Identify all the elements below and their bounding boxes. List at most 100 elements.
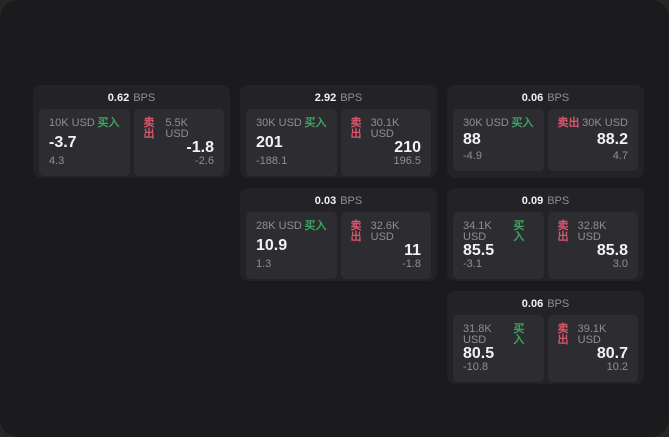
sell-tile-header: 卖出 32.6K USD [351,221,422,243]
bps-value: 2.92 [314,91,337,104]
buy-side-label: 买入 [304,117,327,129]
sell-size-label: 30K USD [582,117,628,129]
quotes-grid: 0.62 BPS 10K USD 买入 -3.7 4.3 卖出 5.5K USD… [33,85,644,384]
card-header: 0.62 BPS [33,85,230,109]
bps-value: 0.09 [521,194,544,207]
buy-size-label: 31.8K USD [463,323,492,346]
sell-delta-value: 4.7 [612,150,628,162]
sell-side-label: 卖出 [557,220,569,243]
quote-card: 0.03 BPS 28K USD 买入 10.9 1.3 卖出 32.6K US… [240,188,437,281]
buy-price-value: 88 [463,131,481,148]
buy-quote-tile[interactable]: 34.1K USD 买入 85.5 -3.1 [453,212,544,279]
sell-side-label: 卖出 [557,323,569,346]
bps-value: 0.06 [521,297,544,310]
quote-card: 0.62 BPS 10K USD 买入 -3.7 4.3 卖出 5.5K USD… [33,85,230,178]
bps-value: 0.03 [314,194,337,207]
sell-quote-tile[interactable]: 卖出 5.5K USD -1.8 -2.6 [133,109,224,176]
buy-quote-tile[interactable]: 31.8K USD 买入 80.5 -10.8 [453,315,544,382]
buy-delta-value: 4.3 [49,155,65,167]
buy-side-label: 买入 [97,117,120,129]
bps-unit-label: BPS [547,297,570,310]
buy-size-label: 34.1K USD [463,220,492,243]
buy-tile-header: 30K USD 买入 [256,118,327,129]
sell-tile-header: 卖出 30.1K USD [351,118,422,140]
quote-card: 0.06 BPS 31.8K USD 买入 80.5 -10.8 卖出 39.1… [447,291,644,384]
buy-tile-header: 34.1K USD 买入 [463,221,534,243]
buy-quote-tile[interactable]: 28K USD 买入 10.9 1.3 [246,212,337,279]
buy-price-value: 80.5 [463,345,495,362]
card-header: 0.06 BPS [447,85,644,109]
sell-price-value: -1.8 [186,139,214,156]
sell-price-value: 11 [404,242,421,259]
card-body: 30K USD 买入 201 -188.1 卖出 30.1K USD 210 1… [240,109,437,178]
sell-quote-tile[interactable]: 卖出 32.8K USD 85.8 3.0 [547,212,638,279]
buy-delta-value: -188.1 [256,155,288,167]
buy-side-label: 买入 [511,117,534,129]
sell-side-label: 卖出 [557,117,580,129]
buy-size-label: 10K USD [49,117,95,129]
sell-side-label: 卖出 [350,220,362,243]
card-body: 34.1K USD 买入 85.5 -3.1 卖出 32.8K USD 85.8… [447,212,644,281]
buy-side-label: 买入 [304,220,327,232]
buy-delta-value: -3.1 [463,258,482,270]
buy-size-label: 30K USD [256,117,302,129]
buy-tile-header: 31.8K USD 买入 [463,324,534,346]
buy-tile-header: 28K USD 买入 [256,221,327,232]
card-header: 0.06 BPS [447,291,644,315]
sell-quote-tile[interactable]: 卖出 30K USD 88.2 4.7 [547,109,638,171]
sell-delta-value: -2.6 [195,155,214,167]
bps-unit-label: BPS [133,91,156,104]
sell-quote-tile[interactable]: 卖出 39.1K USD 80.7 10.2 [547,315,638,382]
buy-price-value: 85.5 [463,242,495,259]
sell-size-label: 32.6K USD [370,220,400,243]
sell-delta-value: 3.0 [612,258,628,270]
bps-unit-label: BPS [547,91,570,104]
card-header: 0.09 BPS [447,188,644,212]
buy-price-value: 201 [256,133,283,151]
quote-card: 0.09 BPS 34.1K USD 买入 85.5 -3.1 卖出 32.8K… [447,188,644,281]
buy-tile-header: 10K USD 买入 [49,118,120,129]
card-header: 2.92 BPS [240,85,437,109]
buy-size-label: 28K USD [256,220,302,232]
buy-quote-tile[interactable]: 30K USD 买入 88 -4.9 [453,109,544,171]
buy-delta-value: 1.3 [256,258,272,270]
sell-size-label: 30.1K USD [370,117,400,140]
bps-unit-label: BPS [340,194,363,207]
bps-value: 0.06 [521,91,544,104]
sell-size-label: 39.1K USD [577,323,607,346]
sell-size-label: 32.8K USD [577,220,607,243]
sell-price-value: 210 [394,139,421,156]
buy-side-label: 买入 [513,220,525,243]
sell-side-label: 卖出 [143,117,155,140]
sell-price-value: 80.7 [596,345,628,362]
buy-side-label: 买入 [513,323,525,346]
quote-card: 0.06 BPS 30K USD 买入 88 -4.9 卖出 30K USD 8… [447,85,644,178]
buy-price-value: 10.9 [256,236,288,254]
sell-quote-tile[interactable]: 卖出 30.1K USD 210 196.5 [340,109,431,176]
buy-delta-value: -10.8 [463,361,489,373]
sell-quote-tile[interactable]: 卖出 32.6K USD 11 -1.8 [340,212,431,279]
sell-tile-header: 卖出 5.5K USD [144,118,215,140]
buy-tile-header: 30K USD 买入 [463,118,534,129]
sell-delta-value: 196.5 [393,155,421,167]
card-header: 0.03 BPS [240,188,437,212]
sell-delta-value: 10.2 [606,361,628,373]
buy-size-label: 30K USD [463,117,509,129]
buy-delta-value: -4.9 [463,150,482,162]
sell-size-label: 5.5K USD [165,117,189,140]
card-body: 28K USD 买入 10.9 1.3 卖出 32.6K USD 11 -1.8 [240,212,437,281]
card-body: 10K USD 买入 -3.7 4.3 卖出 5.5K USD -1.8 -2.… [33,109,230,178]
bps-unit-label: BPS [340,91,363,104]
quote-card: 2.92 BPS 30K USD 买入 201 -188.1 卖出 30.1K … [240,85,437,178]
bps-value: 0.62 [107,91,130,104]
sell-price-value: 88.2 [596,131,628,148]
sell-price-value: 85.8 [596,242,628,259]
buy-price-value: -3.7 [49,133,77,151]
card-body: 30K USD 买入 88 -4.9 卖出 30K USD 88.2 4.7 [447,109,644,178]
buy-quote-tile[interactable]: 30K USD 买入 201 -188.1 [246,109,337,176]
sell-tile-header: 卖出 30K USD [558,118,629,129]
buy-quote-tile[interactable]: 10K USD 买入 -3.7 4.3 [39,109,130,176]
sell-tile-header: 卖出 39.1K USD [558,324,629,346]
bps-unit-label: BPS [547,194,570,207]
